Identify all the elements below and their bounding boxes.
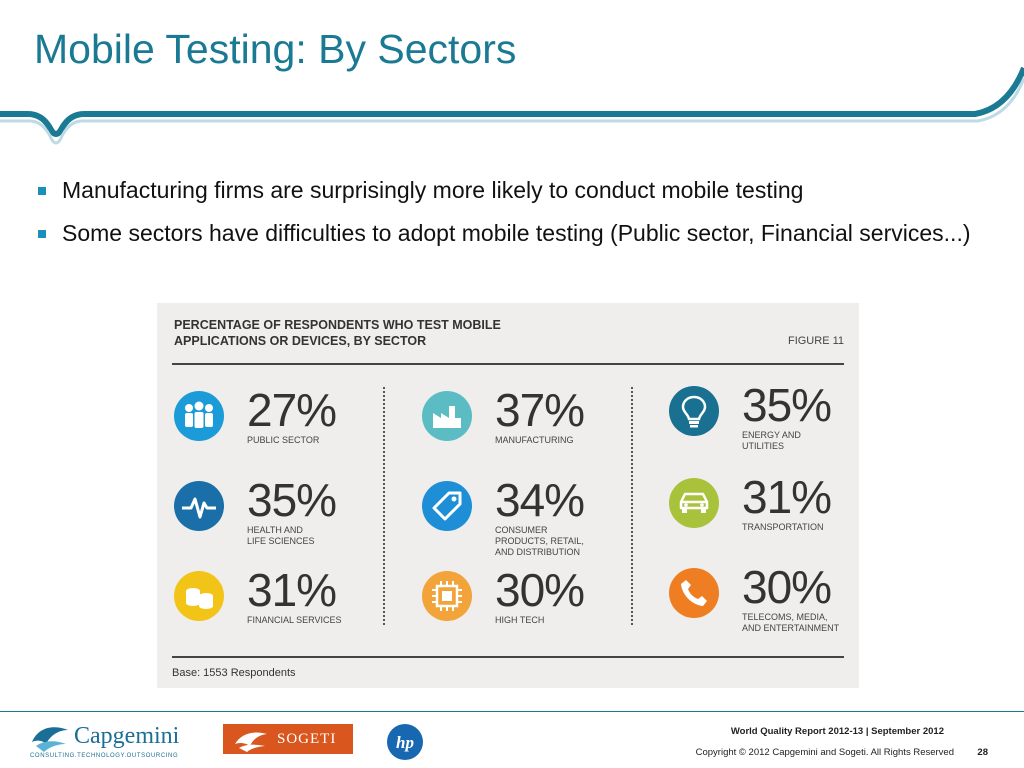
bullet-item: Manufacturing firms are surprisingly mor… xyxy=(38,174,998,207)
sector-label: HIGH TECH xyxy=(495,615,545,625)
sector-energy: 35% ENERGY AND UTILITIES xyxy=(669,379,899,466)
sector-telecoms: 30% TELECOMS, MEDIA, AND ENTERTAINMENT xyxy=(669,561,899,648)
sector-consumer: 34% CONSUMER PRODUCTS, RETAIL, AND DISTR… xyxy=(422,474,652,561)
sogeti-wordmark: SOGETI xyxy=(277,731,337,747)
bottom-rule xyxy=(172,656,844,658)
sector-infographic: PERCENTAGE OF RESPONDENTS WHO TEST MOBIL… xyxy=(157,303,859,688)
hp-logo: hp xyxy=(387,724,423,760)
sector-label: MANUFACTURING xyxy=(495,435,574,445)
sector-financial: 31% FINANCIAL SERVICES xyxy=(174,564,404,651)
phone-icon xyxy=(669,568,719,618)
sector-high-tech: 30% HIGH TECH xyxy=(422,564,652,651)
people-icon xyxy=(174,391,224,441)
sector-percentage: 37% xyxy=(495,384,585,436)
sector-public: 27% PUBLIC SECTOR xyxy=(174,384,404,471)
sector-label: TELECOMS, MEDIA, AND ENTERTAINMENT xyxy=(742,612,840,633)
top-rule xyxy=(172,363,844,365)
price-tag-icon xyxy=(422,481,472,531)
sector-percentage: 30% xyxy=(742,561,832,613)
report-title: World Quality Report 2012-13 | September… xyxy=(730,726,944,737)
sector-percentage: 31% xyxy=(742,471,832,523)
sector-health: 35% HEALTH AND LIFE SCIENCES xyxy=(174,474,404,561)
sector-percentage: 31% xyxy=(247,564,337,616)
car-icon xyxy=(669,478,719,528)
bullet-text: Manufacturing firms are surprisingly mor… xyxy=(62,177,804,203)
sector-percentage: 34% xyxy=(495,474,585,526)
sector-percentage: 35% xyxy=(742,379,832,431)
bullet-square-icon xyxy=(38,230,46,238)
sector-percentage: 30% xyxy=(495,564,585,616)
column-divider xyxy=(631,387,633,625)
sogeti-logo: SOGETI xyxy=(223,724,353,754)
sector-label: PUBLIC SECTOR xyxy=(247,435,320,445)
bullet-text: Some sectors have difficulties to adopt … xyxy=(62,220,971,246)
bullet-item: Some sectors have difficulties to adopt … xyxy=(38,217,998,250)
bullet-square-icon xyxy=(38,187,46,195)
column-divider xyxy=(383,387,385,625)
coins-icon xyxy=(174,571,224,621)
sector-transportation: 31% TRANSPORTATION xyxy=(669,471,899,558)
heartbeat-icon xyxy=(174,481,224,531)
sector-label: CONSUMER PRODUCTS, RETAIL, AND DISTRIBUT… xyxy=(495,525,584,557)
sector-manufacturing: 37% MANUFACTURING xyxy=(422,384,652,471)
slide-title: Mobile Testing: By Sectors xyxy=(34,26,517,72)
sector-label: ENERGY AND UTILITIES xyxy=(742,430,801,451)
sector-label: HEALTH AND LIFE SCIENCES xyxy=(247,525,315,546)
lightbulb-icon xyxy=(669,386,719,436)
sector-label: TRANSPORTATION xyxy=(742,522,824,532)
sector-percentage: 27% xyxy=(247,384,337,436)
sogeti-spade-icon xyxy=(235,732,267,752)
figure-label: FIGURE 11 xyxy=(787,335,844,347)
capgemini-logo: Capgemini CONSULTING.TECHNOLOGY.OUTSOURC… xyxy=(30,722,190,760)
chip-icon xyxy=(422,571,472,621)
capgemini-tagline: CONSULTING.TECHNOLOGY.OUTSOURCING xyxy=(30,753,179,759)
bullet-list: Manufacturing firms are surprisingly mor… xyxy=(38,174,998,260)
sector-percentage: 35% xyxy=(247,474,337,526)
infographic-title: PERCENTAGE OF RESPONDENTS WHO TEST MOBIL… xyxy=(174,318,501,348)
capgemini-spade-icon xyxy=(32,727,68,752)
copyright-notice: Copyright © 2012 Capgemini and Sogeti. A… xyxy=(695,747,954,758)
hp-wordmark: hp xyxy=(396,733,414,752)
capgemini-wordmark: Capgemini xyxy=(74,723,180,749)
page-number: 28 xyxy=(977,747,988,758)
base-respondents: Base: 1553 Respondents xyxy=(172,667,296,679)
factory-icon xyxy=(422,391,472,441)
sector-label: FINANCIAL SERVICES xyxy=(247,615,342,625)
footer-divider xyxy=(0,711,1024,712)
header-swoosh xyxy=(0,66,1024,145)
